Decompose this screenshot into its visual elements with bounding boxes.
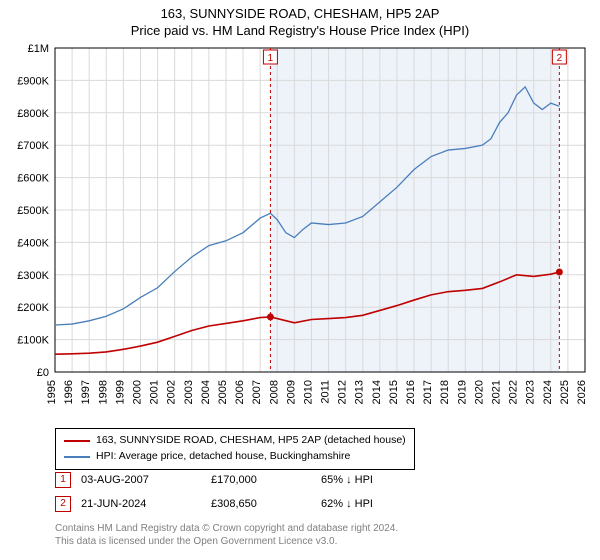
legend-label-hpi: HPI: Average price, detached house, Buck… [96, 449, 350, 465]
sale-row-1: 1 03-AUG-2007 £170,000 65% ↓ HPI [55, 472, 373, 488]
svg-text:£900K: £900K [17, 75, 49, 87]
svg-text:£500K: £500K [17, 205, 49, 217]
svg-text:2020: 2020 [473, 380, 485, 404]
svg-text:2005: 2005 [217, 380, 229, 404]
svg-text:£200K: £200K [17, 302, 49, 314]
svg-text:2016: 2016 [405, 380, 417, 404]
sale-delta-2: 62% ↓ HPI [321, 498, 373, 510]
svg-text:2009: 2009 [285, 380, 297, 404]
svg-text:2025: 2025 [559, 380, 571, 404]
svg-text:2023: 2023 [525, 380, 537, 404]
sale-row-2: 2 21-JUN-2024 £308,650 62% ↓ HPI [55, 496, 373, 512]
sale-price-2: £308,650 [211, 498, 321, 510]
chart-container: 163, SUNNYSIDE ROAD, CHESHAM, HP5 2AP Pr… [0, 0, 600, 560]
price-chart: £0 £100K £200K £300K £400K £500K £600K £700K £80… [0, 42, 600, 422]
sale-date-2: 21-JUN-2024 [81, 498, 211, 510]
svg-text:£0: £0 [37, 367, 49, 379]
svg-text:£700K: £700K [17, 140, 49, 152]
svg-text:2022: 2022 [508, 380, 520, 404]
legend-item-property: 163, SUNNYSIDE ROAD, CHESHAM, HP5 2AP (d… [64, 433, 406, 449]
svg-text:2015: 2015 [388, 380, 400, 404]
svg-text:2002: 2002 [166, 380, 178, 404]
svg-text:£800K: £800K [17, 108, 49, 120]
svg-text:2007: 2007 [251, 380, 263, 404]
svg-text:2021: 2021 [491, 380, 503, 404]
svg-text:£1M: £1M [28, 43, 49, 55]
svg-text:2014: 2014 [371, 380, 383, 404]
svg-text:2006: 2006 [234, 380, 246, 404]
svg-text:2003: 2003 [183, 380, 195, 404]
chart-title: 163, SUNNYSIDE ROAD, CHESHAM, HP5 2AP [0, 0, 600, 21]
sale-marker-2: 2 [55, 496, 71, 512]
chart-subtitle: Price paid vs. HM Land Registry's House … [0, 21, 600, 42]
svg-text:1998: 1998 [97, 380, 109, 404]
svg-text:2010: 2010 [302, 380, 314, 404]
svg-text:£400K: £400K [17, 237, 49, 249]
svg-text:2000: 2000 [131, 380, 143, 404]
legend-item-hpi: HPI: Average price, detached house, Buck… [64, 449, 406, 465]
svg-text:£300K: £300K [17, 270, 49, 282]
svg-text:1999: 1999 [114, 380, 126, 404]
svg-text:2008: 2008 [268, 380, 280, 404]
legend: 163, SUNNYSIDE ROAD, CHESHAM, HP5 2AP (d… [55, 428, 415, 470]
svg-text:2024: 2024 [542, 380, 554, 404]
svg-text:2012: 2012 [337, 380, 349, 404]
svg-text:2019: 2019 [456, 380, 468, 404]
svg-text:£100K: £100K [17, 335, 49, 347]
sale-date-1: 03-AUG-2007 [81, 474, 211, 486]
svg-text:2011: 2011 [320, 380, 332, 404]
footer-line-2: This data is licensed under the Open Gov… [55, 535, 398, 548]
sale-marker-1: 1 [55, 472, 71, 488]
svg-text:2001: 2001 [149, 380, 161, 404]
svg-text:2017: 2017 [422, 380, 434, 404]
svg-text:1: 1 [268, 53, 274, 64]
legend-label-property: 163, SUNNYSIDE ROAD, CHESHAM, HP5 2AP (d… [96, 433, 406, 449]
svg-text:2013: 2013 [354, 380, 366, 404]
sale-delta-1: 65% ↓ HPI [321, 474, 373, 486]
svg-text:1995: 1995 [46, 380, 58, 404]
svg-text:2026: 2026 [576, 380, 588, 404]
svg-text:1997: 1997 [80, 380, 92, 404]
svg-text:£600K: £600K [17, 173, 49, 185]
svg-text:2018: 2018 [439, 380, 451, 404]
footer-attribution: Contains HM Land Registry data © Crown c… [55, 522, 398, 548]
svg-text:2004: 2004 [200, 380, 212, 404]
svg-text:1996: 1996 [63, 380, 75, 404]
footer-line-1: Contains HM Land Registry data © Crown c… [55, 522, 398, 535]
svg-text:2: 2 [557, 53, 563, 64]
sale-price-1: £170,000 [211, 474, 321, 486]
